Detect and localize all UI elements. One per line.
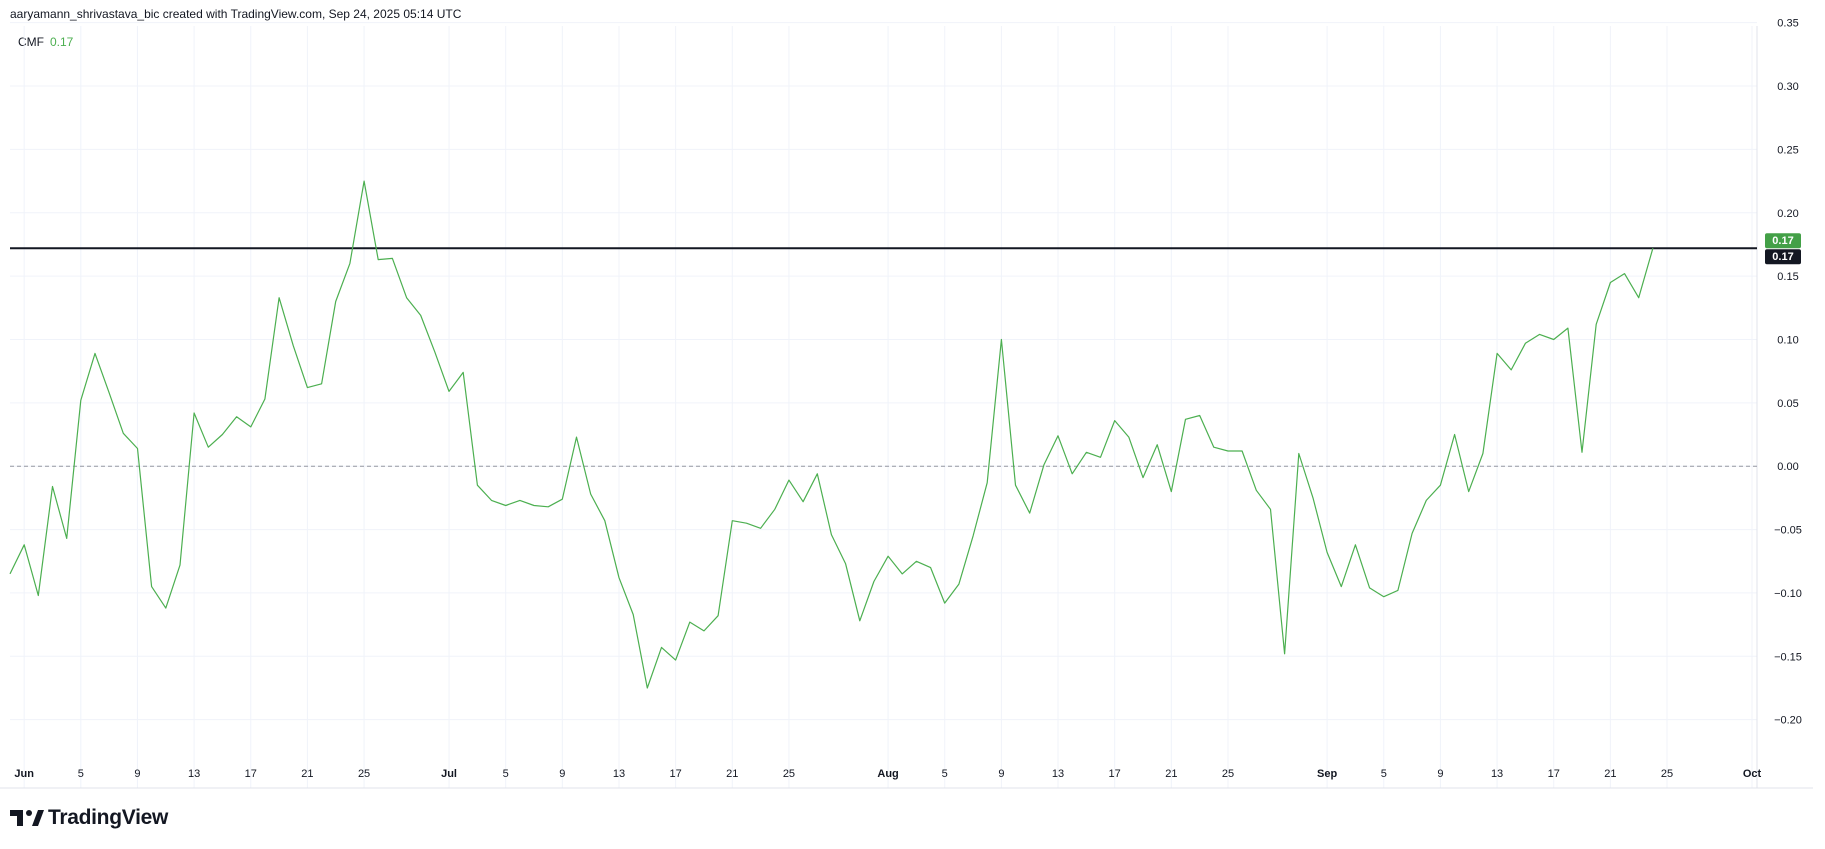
time-scale[interactable]: Jun 5 9 13 17 21 25 Jul 5 9 13 17 21 25 Aug 5 9 13 17 21 25 S… (14, 768, 1761, 780)
y-tick-label: 0.05 (1777, 398, 1798, 410)
x-tick-label: 17 (245, 768, 257, 780)
x-tick-label: 9 (559, 768, 565, 780)
y-tick-label: −0.10 (1774, 588, 1802, 600)
x-tick-label: 17 (670, 768, 682, 780)
x-tick-label: 21 (1604, 768, 1616, 780)
last-value-badge (1765, 233, 1801, 249)
x-tick-label: 13 (1491, 768, 1503, 780)
last-value-label: 0.17 (1772, 235, 1793, 247)
y-tick-label: −0.15 (1774, 651, 1802, 663)
x-tick-label: 9 (134, 768, 140, 780)
x-tick-label: 25 (1222, 768, 1234, 780)
x-tick-label: Oct (1743, 768, 1762, 780)
x-tick-label: Aug (877, 768, 898, 780)
tradingview-logo[interactable]: TradingView (10, 806, 168, 830)
price-badges: 0.17 0.17 (1765, 233, 1801, 265)
x-tick-label: Jul (441, 768, 457, 780)
x-tick-label: 25 (358, 768, 370, 780)
y-tick-label: 0.00 (1777, 461, 1798, 473)
x-tick-label: 13 (613, 768, 625, 780)
level-value-label: 0.17 (1772, 251, 1793, 263)
x-tick-label: 9 (1437, 768, 1443, 780)
y-tick-label: 0.20 (1777, 208, 1798, 220)
x-tick-label: 13 (1052, 768, 1064, 780)
x-tick-label: 5 (942, 768, 948, 780)
x-tick-label: 25 (1661, 768, 1673, 780)
x-tick-label: 17 (1548, 768, 1560, 780)
x-tick-label: 13 (188, 768, 200, 780)
x-tick-label: 5 (1381, 768, 1387, 780)
x-tick-label: 21 (1165, 768, 1177, 780)
grid-lines (10, 22, 1757, 788)
x-tick-label: Jun (14, 768, 34, 780)
y-tick-label: 0.25 (1777, 144, 1798, 156)
level-value-badge (1765, 249, 1801, 265)
brand-name: TradingView (48, 806, 169, 829)
x-tick-label: 9 (998, 768, 1004, 780)
indicator-value: 0.17 (50, 35, 74, 49)
cmf-series (9, 180, 1654, 689)
x-tick-label: 5 (78, 768, 84, 780)
y-tick-label: −0.05 (1774, 525, 1802, 537)
x-tick-label: 17 (1109, 768, 1121, 780)
chart-attribution: aaryamann_shrivastava_bic created with T… (10, 7, 462, 21)
y-tick-label: −0.20 (1774, 715, 1802, 727)
x-tick-label: 5 (503, 768, 509, 780)
tradingview-logo-icon (10, 810, 44, 826)
price-scale[interactable]: 0.35 0.30 0.25 0.20 0.15 0.10 0.05 0.00 −0.05 −0.… (1774, 18, 1802, 727)
y-tick-label: 0.35 (1777, 18, 1798, 30)
y-tick-label: 0.10 (1777, 334, 1798, 346)
y-tick-label: 0.15 (1777, 271, 1798, 283)
x-tick-label: Sep (1317, 768, 1337, 780)
series-line-cmf (9, 180, 1654, 689)
x-tick-label: 21 (726, 768, 738, 780)
x-tick-label: 25 (783, 768, 795, 780)
x-tick-label: 21 (301, 768, 313, 780)
y-tick-label: 0.30 (1777, 81, 1798, 93)
